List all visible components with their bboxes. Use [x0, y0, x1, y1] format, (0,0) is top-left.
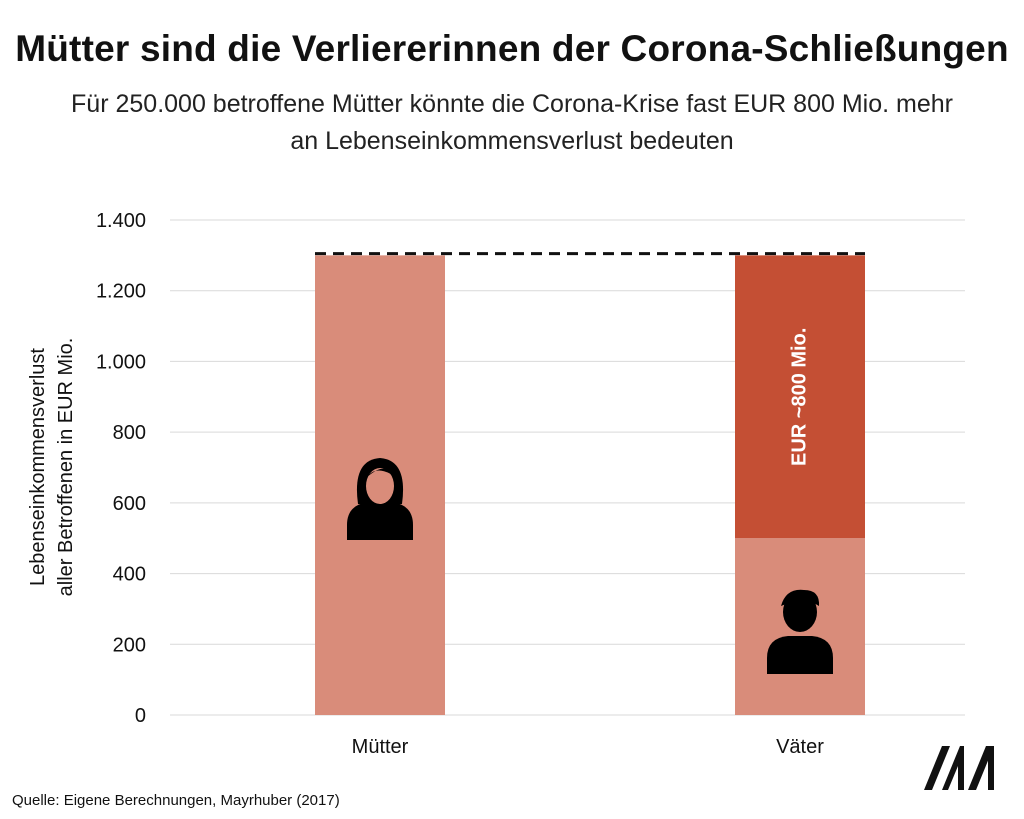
brand-logo	[922, 744, 1002, 797]
y-tick-label: 1.000	[96, 351, 146, 373]
y-tick-label: 0	[135, 705, 146, 727]
y-tick-label: 1.400	[96, 210, 146, 232]
y-axis-title-line: Lebenseinkommensverlust	[27, 348, 49, 586]
chart-subtitle: Für 250.000 betroffene Mütter könnte die…	[71, 90, 953, 155]
y-tick-label: 200	[113, 634, 146, 656]
bar-segment	[735, 255, 865, 539]
y-axis-title: Lebenseinkommensverlust aller Betroffenen…	[27, 338, 77, 597]
person-icons	[347, 458, 833, 674]
y-tick-label: 600	[113, 493, 146, 515]
y-axis-title-line: aller Betroffenen in EUR Mio.	[55, 338, 77, 597]
woman-icon	[347, 458, 413, 540]
segment-value-label: EUR ~800 Mio.	[788, 328, 810, 466]
y-tick-label: 1.200	[96, 281, 146, 303]
segment-labels: EUR ~800 Mio.	[788, 328, 810, 466]
chart-title: Mütter sind die Verliererinnen der Coron…	[15, 28, 1009, 69]
x-category-label: Väter	[776, 736, 824, 758]
x-axis-labels: Mütter Väter	[352, 736, 825, 758]
man-icon	[767, 589, 833, 674]
x-category-label: Mütter	[352, 736, 409, 758]
source-note: Quelle: Eigene Berechnungen, Mayrhuber (…	[12, 792, 340, 809]
y-tick-label: 400	[113, 564, 146, 586]
y-tick-label: 800	[113, 422, 146, 444]
y-axis-ticks: 0 200 400 600 800 1.000 1.200 1.400	[96, 210, 146, 727]
